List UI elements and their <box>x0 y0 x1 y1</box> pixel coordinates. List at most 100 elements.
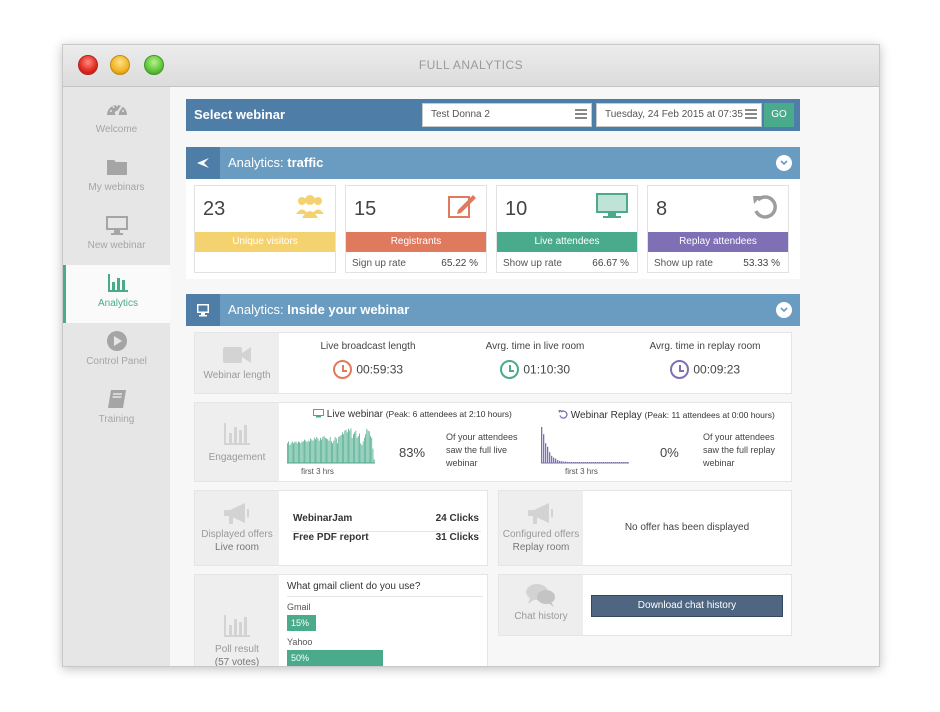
monitor-icon <box>197 304 209 317</box>
sign-up-rate-value: 65.22 % <box>441 258 478 269</box>
poll-option-bar: 15% <box>287 615 316 631</box>
webinar-replay-heading: Webinar Replay (Peak: 11 attendees at 0:… <box>558 409 775 421</box>
replay-icon <box>753 195 777 219</box>
live-engagement-bar <box>294 442 296 463</box>
sidebar-item-label: Welcome <box>95 124 138 135</box>
live-engagement-bar <box>306 442 308 463</box>
live-engagement-bar <box>300 443 302 463</box>
section-title-main: traffic <box>287 155 324 170</box>
webinar-length-label-cell: Webinar length <box>195 333 279 393</box>
live-engagement-bar <box>291 441 293 463</box>
live-engagement-sparkline <box>287 428 375 464</box>
collapse-traffic-button[interactable] <box>776 155 792 171</box>
live-engagement-bar <box>340 434 342 463</box>
live-engagement-bar <box>373 459 375 463</box>
maximize-window-button[interactable] <box>144 55 164 75</box>
section-title-prefix: Analytics: <box>228 155 288 170</box>
live-engagement-bar <box>342 432 343 463</box>
live-engagement-bar <box>372 448 374 463</box>
replay-axis-label: first 3 hrs <box>565 467 598 476</box>
replay-engagement-bar <box>549 452 551 463</box>
show-up-rate-value: 66.67 % <box>592 258 629 269</box>
length-item-value: 00:09:23 <box>693 362 741 377</box>
sidebar-item-control-panel[interactable]: Control Panel <box>63 323 170 381</box>
menu-icon <box>745 109 757 121</box>
live-engagement-bar <box>290 443 292 463</box>
chevron-down-icon <box>780 160 788 166</box>
close-window-button[interactable] <box>78 55 98 75</box>
inside-webinar-section-header: Analytics: Inside your webinar <box>186 294 800 326</box>
replay-attendees-card: 8 Replay attendees Show up rate 53.33 % <box>647 185 789 273</box>
live-engagement-bar <box>296 443 298 463</box>
collapse-inside-webinar-button[interactable] <box>776 302 792 318</box>
sidebar: Welcome My webinars New webinar <box>63 87 170 666</box>
live-full-percent: 83% <box>399 445 426 460</box>
offer-clicks: 31 Clicks <box>435 532 479 543</box>
chevron-down-icon <box>780 307 788 313</box>
show-up-rate-value: 53.33 % <box>743 258 780 269</box>
section-title-main: Inside your webinar <box>287 302 410 317</box>
replay-engagement-bar <box>559 460 561 463</box>
download-chat-history-button[interactable]: Download chat history <box>591 595 783 617</box>
section-title-prefix: Analytics: <box>228 302 288 317</box>
live-engagement-bar <box>345 429 347 463</box>
engagement-label: Engagement <box>208 452 266 463</box>
replay-full-percent: 0% <box>660 445 679 460</box>
inside-webinar-section-title: Analytics: Inside your webinar <box>228 294 409 326</box>
minimize-window-button[interactable] <box>110 55 130 75</box>
live-engagement-bar <box>328 440 330 463</box>
length-item-title: Live broadcast length <box>320 341 416 352</box>
clock-icon <box>499 360 519 379</box>
offer-name: WebinarJam <box>293 513 353 524</box>
length-item: Avrg. time in live room 01:10:30 <box>457 341 613 379</box>
replay-engagement-bar <box>571 461 573 463</box>
live-engagement-bar <box>344 430 346 463</box>
replay-engagement-bar <box>565 461 567 463</box>
live-engagement-bar <box>312 440 314 463</box>
live-engagement-bar <box>304 439 305 463</box>
live-engagement-bar <box>356 437 358 463</box>
traffic-section-title: Analytics: traffic <box>228 147 323 179</box>
engagement-label-cell: Engagement <box>195 403 279 481</box>
live-engagement-bar <box>327 439 329 463</box>
sidebar-item-training[interactable]: Training <box>63 381 170 439</box>
replay-engagement-bar <box>551 455 553 463</box>
webinar-select-value: Test Donna 2 <box>431 109 490 120</box>
live-engagement-bar <box>299 442 301 463</box>
live-engagement-bar <box>334 437 336 463</box>
live-engagement-bar <box>320 437 321 463</box>
live-engagement-bar <box>361 445 363 463</box>
replay-engagement-bar <box>563 461 565 463</box>
sidebar-item-new-webinar[interactable]: New webinar <box>63 207 170 265</box>
live-engagement-bar <box>335 438 337 463</box>
sidebar-item-my-webinars[interactable]: My webinars <box>63 149 170 207</box>
traffic-panel: 23 Unique visitors 15 Registrants Sign u… <box>186 179 800 279</box>
title-bar: FULL ANALYTICS <box>63 45 879 87</box>
replay-icon <box>558 410 568 419</box>
live-engagement-bar <box>307 440 309 463</box>
airplane-icon <box>197 158 209 168</box>
replay-engagement-bar <box>543 434 545 463</box>
play-circle-icon <box>106 331 127 351</box>
live-engagement-bar <box>354 432 356 463</box>
live-engagement-bar <box>333 440 335 463</box>
configured-offers-box: Configured offers Replay room No offer h… <box>498 490 792 566</box>
length-item: Avrg. time in replay room 00:09:23 <box>625 341 785 379</box>
webinar-select[interactable]: Test Donna 2 <box>422 103 592 127</box>
date-select[interactable]: Tuesday, 24 Feb 2015 at 07:35 <box>596 103 762 127</box>
sidebar-item-analytics[interactable]: Analytics <box>63 265 170 323</box>
offer-row: Free PDF report 31 Clicks <box>291 532 481 550</box>
configured-offers-sublabel: Replay room <box>512 542 570 553</box>
live-engagement-bar <box>318 440 320 463</box>
engagement-box: Engagement Live webinar (Peak: 6 attende… <box>194 402 792 482</box>
live-engagement-bar <box>357 436 359 463</box>
live-engagement-bar <box>359 433 360 463</box>
sidebar-item-welcome[interactable]: Welcome <box>63 91 170 149</box>
live-axis-label: first 3 hrs <box>301 467 334 476</box>
go-button[interactable]: GO <box>764 103 794 127</box>
live-engagement-bar <box>323 436 325 463</box>
sign-up-rate-label: Sign up rate <box>352 258 406 269</box>
live-engagement-bar <box>368 431 370 463</box>
poll-result-box: Poll result (57 votes) What gmail client… <box>194 574 488 666</box>
live-engagement-bar <box>355 430 357 463</box>
